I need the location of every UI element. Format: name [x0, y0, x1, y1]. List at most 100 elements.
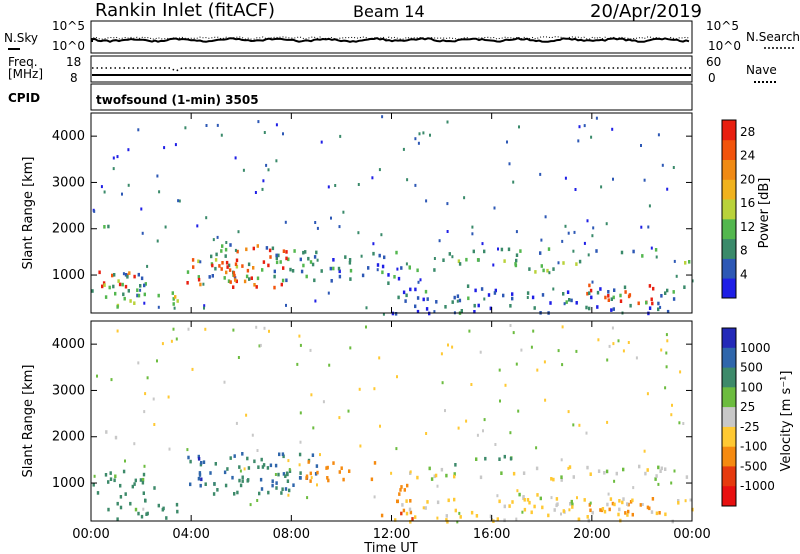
scatter-cell	[327, 185, 330, 189]
scatter-cell	[338, 225, 341, 229]
range-time-cell	[197, 259, 200, 264]
range-time-cell	[381, 270, 384, 275]
scatter-cell	[572, 249, 575, 253]
scatter-cell	[665, 365, 668, 369]
range-time-cell	[607, 298, 610, 302]
range-time-cell	[509, 456, 513, 461]
scatter-cell	[429, 133, 431, 137]
scatter-cell	[574, 188, 577, 191]
scatter-cell	[583, 124, 586, 128]
range-time-cell	[445, 473, 448, 478]
y-tick-label: 3000	[52, 383, 85, 398]
range-time-cell	[654, 477, 657, 481]
range-time-cell	[683, 285, 686, 289]
freq-left-tick-top: 18	[66, 55, 81, 69]
scatter-cell	[378, 356, 381, 360]
range-time-cell	[577, 517, 581, 522]
scatter-cell	[139, 288, 142, 292]
colorbar-swatch	[722, 387, 736, 408]
scatter-cell	[360, 254, 363, 258]
scatter-cell	[476, 433, 479, 437]
range-time-cell	[518, 492, 521, 497]
range-time-cell	[216, 488, 219, 492]
scatter-cell	[660, 348, 663, 352]
range-time-cell	[271, 246, 275, 251]
range-time-cell	[200, 477, 203, 482]
range-time-cell	[253, 283, 256, 287]
range-time-cell	[289, 267, 292, 272]
scatter-cell	[371, 176, 374, 180]
range-time-cell	[129, 299, 132, 303]
range-time-cell	[224, 247, 228, 252]
range-time-cell	[451, 300, 454, 304]
range-time-cell	[239, 483, 243, 488]
range-time-cell	[657, 301, 660, 306]
range-time-cell	[484, 456, 487, 461]
scatter-cell	[372, 242, 375, 246]
colorbar-swatch	[722, 139, 736, 160]
scatter-cell	[611, 326, 614, 330]
noise-left-tick-bottom: 10^0	[52, 39, 85, 53]
scatter-cell	[255, 325, 258, 329]
range-time-cell	[266, 466, 270, 470]
range-time-cell	[104, 295, 108, 299]
range-time-cell	[340, 466, 343, 470]
range-time-cell	[685, 475, 689, 479]
freq-label-line2: [MHz]	[8, 67, 43, 81]
range-time-cell	[571, 505, 574, 509]
scatter-cell	[167, 395, 170, 399]
scatter-cell	[122, 272, 125, 276]
range-time-cell	[211, 274, 214, 278]
range-time-cell	[380, 513, 384, 518]
colorbar-tick-label: -1000	[740, 479, 775, 493]
range-time-cell	[275, 260, 279, 265]
range-time-cell	[627, 509, 630, 514]
power-panel: 1000 2000 3000 4000 Slant Range [km] 4 8 12 16…	[21, 112, 772, 316]
range-time-cell	[632, 249, 635, 254]
range-time-cell	[387, 281, 390, 285]
range-time-cell	[226, 265, 229, 269]
range-time-cell	[489, 514, 493, 519]
range-time-cell	[109, 471, 112, 475]
range-time-cell	[103, 225, 106, 229]
range-time-cell	[281, 452, 285, 456]
scatter-cell	[156, 239, 159, 243]
range-time-cell	[342, 477, 345, 482]
range-time-cell	[612, 307, 615, 311]
range-time-cell	[311, 262, 315, 267]
range-time-cell	[187, 455, 190, 460]
scatter-cell	[422, 506, 425, 510]
scatter-cell	[405, 262, 408, 266]
range-time-cell	[337, 266, 341, 271]
range-time-cell	[585, 305, 588, 310]
range-time-cell	[376, 263, 380, 267]
range-time-cell	[224, 254, 227, 258]
scatter-cell	[494, 443, 497, 446]
y-tick-label: 1000	[52, 268, 85, 283]
freq-label-line1: Freq.	[8, 55, 38, 69]
scatter-cell	[436, 516, 439, 520]
range-time-cell	[267, 490, 270, 495]
range-time-cell	[436, 500, 440, 505]
scatter-cell	[395, 447, 398, 451]
range-time-cell	[409, 510, 413, 515]
range-time-cell	[116, 305, 119, 309]
range-time-cell	[638, 464, 641, 469]
scatter-cell	[232, 328, 235, 332]
range-time-cell	[599, 287, 602, 291]
scatter-cell	[319, 453, 321, 457]
power-y-axis: 1000 2000 3000 4000	[52, 113, 693, 313]
range-time-cell	[428, 466, 431, 471]
velocity-y-axis: 1000 2000 3000 4000	[52, 321, 693, 521]
range-time-cell	[610, 297, 613, 301]
range-time-cell	[611, 501, 615, 506]
range-time-cell	[434, 473, 438, 478]
range-time-cell	[176, 299, 179, 303]
colorbar-tick-label: 100	[740, 380, 763, 394]
colorbar-tick-label: 28	[740, 125, 755, 139]
range-time-cell	[238, 478, 241, 483]
scatter-cell	[622, 349, 625, 353]
scatter-cell	[671, 403, 673, 407]
range-time-cell	[248, 277, 251, 281]
range-time-cell	[402, 290, 406, 295]
